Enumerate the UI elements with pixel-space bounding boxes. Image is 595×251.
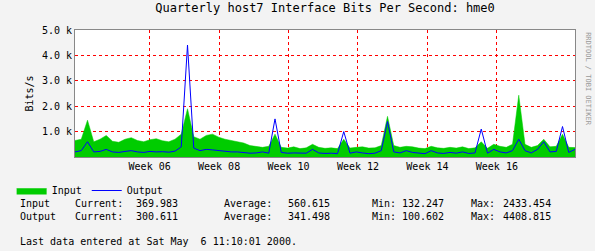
svg-text:100.602: 100.602 (402, 211, 444, 222)
svg-text:560.615: 560.615 (288, 198, 330, 209)
svg-text:Bits/s: Bits/s (24, 75, 35, 111)
svg-text:Average:: Average: (224, 198, 272, 209)
svg-text:4408.815: 4408.815 (503, 211, 551, 222)
svg-text:Min:: Min: (372, 198, 396, 209)
svg-text:Quarterly host7 Interface Bits: Quarterly host7 Interface Bits Per Secon… (155, 1, 495, 15)
svg-text:4.0 k: 4.0 k (42, 50, 72, 61)
svg-text:Week 08: Week 08 (198, 161, 240, 172)
svg-text:RRDTOOL / TOBI OETIKER: RRDTOOL / TOBI OETIKER (584, 32, 592, 126)
svg-text:Output: Output (20, 211, 56, 222)
svg-text:Week 14: Week 14 (406, 161, 448, 172)
svg-text:2.0 k: 2.0 k (42, 101, 72, 112)
svg-text:341.498: 341.498 (288, 211, 330, 222)
svg-text:Input: Input (20, 198, 50, 209)
svg-text:5.0 k: 5.0 k (42, 25, 72, 36)
svg-text:Average:: Average: (224, 211, 272, 222)
svg-text:Current:: Current: (75, 198, 123, 209)
svg-text:Current:: Current: (75, 211, 123, 222)
svg-text:Output: Output (127, 185, 163, 196)
svg-text:Week 12: Week 12 (337, 161, 379, 172)
svg-text:Input: Input (52, 185, 82, 196)
svg-text:Min:: Min: (372, 211, 396, 222)
svg-text:Week 06: Week 06 (129, 161, 171, 172)
svg-text:369.983: 369.983 (136, 198, 178, 209)
svg-text:1.0 k: 1.0 k (42, 126, 72, 137)
svg-text:2433.454: 2433.454 (503, 198, 551, 209)
svg-text:Max:: Max: (471, 211, 495, 222)
svg-text:300.611: 300.611 (136, 211, 178, 222)
svg-text:Max:: Max: (471, 198, 495, 209)
svg-text:Week 10: Week 10 (267, 161, 309, 172)
svg-text:Week 16: Week 16 (476, 161, 518, 172)
svg-text:3.0 k: 3.0 k (42, 75, 72, 86)
svg-text:Last data entered at Sat May: Last data entered at Sat May 6 11:10:01 … (20, 236, 297, 247)
svg-text:132.247: 132.247 (402, 198, 444, 209)
